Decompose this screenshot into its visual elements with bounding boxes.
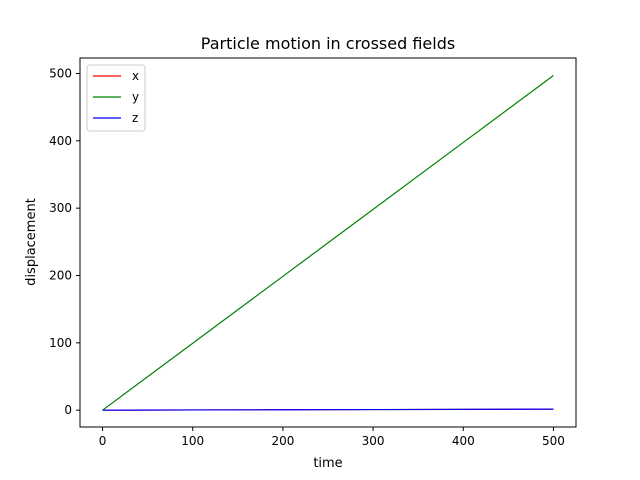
chart-title: Particle motion in crossed fields: [201, 34, 455, 53]
x-tick-label: 300: [362, 434, 385, 448]
series-line-z: [102, 408, 554, 411]
y-tick-label: 400: [49, 134, 72, 148]
y-tick-label: 500: [49, 66, 72, 80]
legend-box: [86, 64, 146, 132]
y-tick-label: 100: [49, 336, 72, 350]
plot-area: [102, 75, 554, 411]
series-line-y: [102, 75, 554, 411]
x-tick-label: 200: [271, 434, 294, 448]
axes-ticks: 0 100 200 300 400 500 0 100 200 300 400 500: [49, 66, 565, 448]
y-axis-label: displacement: [24, 198, 39, 286]
x-tick-label: 400: [452, 434, 475, 448]
y-tick-label: 300: [49, 201, 72, 215]
x-tick-label: 0: [99, 434, 107, 448]
legend-label-x: x: [132, 69, 139, 83]
x-axis-label: time: [313, 456, 342, 471]
x-tick-label: 100: [181, 434, 204, 448]
plot-frame: [79, 57, 577, 428]
legend-label-y: y: [132, 90, 139, 104]
legend: xyz: [86, 64, 146, 132]
legend-label-z: z: [132, 111, 138, 125]
x-tick-label: 500: [542, 434, 565, 448]
y-tick-label: 200: [49, 268, 72, 282]
y-tick-label: 0: [64, 403, 72, 417]
